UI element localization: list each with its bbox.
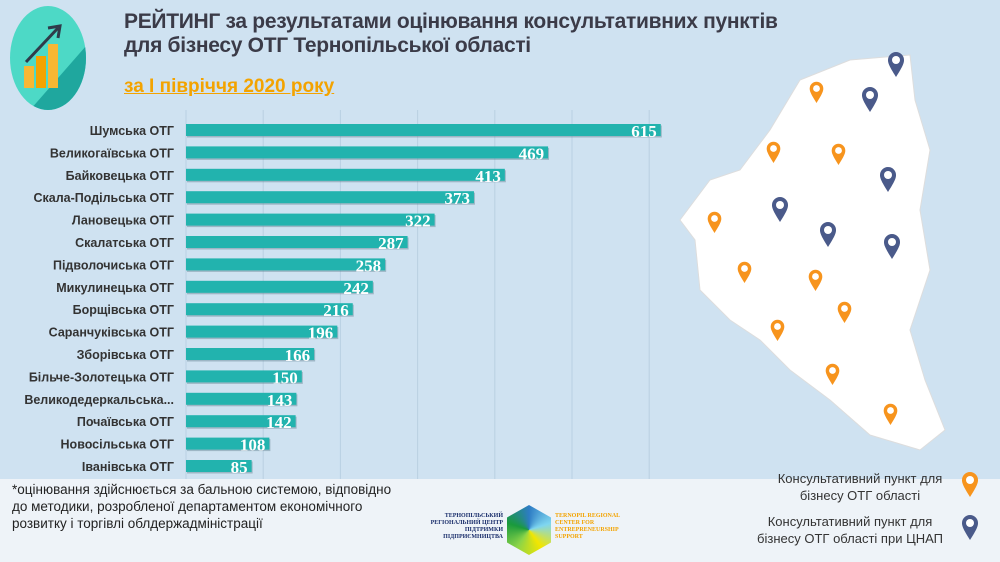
- bar: [186, 213, 435, 226]
- category-label: Великогаївська ОТГ: [50, 146, 174, 160]
- map-pin-orange-icon: [825, 363, 840, 385]
- bar: [186, 236, 408, 248]
- bar: [186, 415, 296, 428]
- page-subtitle: за І півріччя 2020 року: [124, 76, 335, 97]
- bar: [186, 303, 353, 316]
- bar: [186, 392, 297, 405]
- category-label: Саранчуківська ОТГ: [49, 326, 174, 340]
- data-label: 166: [285, 346, 311, 365]
- data-label: 258: [356, 256, 382, 275]
- bar: [186, 280, 373, 293]
- map-pin-navy-icon: [772, 197, 788, 222]
- partner-logo: ТЕРНОПІЛЬСЬКИЙ РЕГІОНАЛЬНИЙ ЦЕНТР ПІДТРИ…: [425, 505, 630, 557]
- map-pin-navy-icon: [884, 234, 900, 259]
- data-label: 142: [266, 413, 292, 432]
- data-label: 373: [444, 189, 470, 208]
- map-pin-navy-icon: [820, 222, 836, 247]
- hexagon-logo-icon: [507, 505, 551, 555]
- data-label: 469: [519, 144, 545, 163]
- data-label: 413: [475, 167, 501, 186]
- map-pin-orange-icon: [808, 269, 823, 291]
- category-label: Байковецька ОТГ: [66, 169, 174, 183]
- bar: [186, 460, 252, 472]
- category-label: Шумська ОТГ: [90, 124, 174, 138]
- bar: [186, 370, 302, 383]
- category-label: Більче-Золотецька ОТГ: [29, 370, 174, 384]
- legend-navy-label: Консультативний пункт для бізнесу ОТГ об…: [757, 514, 943, 546]
- bar: [186, 191, 474, 204]
- bar: [186, 325, 338, 338]
- data-label: 196: [308, 324, 334, 343]
- growth-chart-logo-icon: [10, 6, 86, 110]
- category-label: Іванівська ОТГ: [82, 460, 174, 474]
- category-label: Великодедеркальська...: [24, 393, 174, 407]
- map-pin-orange-icon: [770, 319, 785, 341]
- bar: [186, 437, 270, 450]
- data-label: 108: [240, 436, 266, 455]
- data-label: 615: [631, 122, 657, 141]
- map-pin-orange-icon: [766, 141, 781, 163]
- map-pin-orange-icon: [831, 143, 846, 165]
- map-pin-orange-icon: [883, 403, 898, 425]
- map-pin-orange-icon: [707, 211, 722, 233]
- bar: [186, 348, 315, 360]
- page-title: РЕЙТИНГ за результатами оцінювання консу…: [124, 10, 778, 57]
- map-pin-navy-icon: [962, 515, 978, 540]
- map-pin-orange-icon: [809, 81, 824, 103]
- partner-name-ua: ТЕРНОПІЛЬСЬКИЙ РЕГІОНАЛЬНИЙ ЦЕНТР ПІДТРИ…: [430, 513, 503, 540]
- bar: [186, 258, 386, 271]
- bar-chart: Шумська ОТГ 615 Великогаївська ОТГ 469 Байко…: [24, 110, 662, 480]
- footer-panel: [0, 479, 1000, 562]
- data-label: 242: [343, 279, 369, 298]
- data-label: 216: [323, 301, 349, 320]
- map-pin-navy-icon: [862, 87, 878, 112]
- data-label: 150: [272, 368, 298, 387]
- region-map: [679, 52, 946, 451]
- data-label: 287: [378, 234, 404, 253]
- category-label: Скалатська ОТГ: [75, 236, 174, 250]
- footnote: *оцінювання здійснюється за бальною сист…: [12, 482, 392, 531]
- map-pin-navy-icon: [888, 52, 904, 77]
- bar: [186, 168, 505, 181]
- map-pin-orange-icon: [837, 301, 852, 323]
- data-label: 85: [231, 458, 248, 477]
- map-pin-navy-icon: [880, 167, 896, 192]
- category-label: Зборівська ОТГ: [77, 348, 174, 362]
- data-label: 143: [267, 391, 293, 410]
- category-label: Новосільська ОТГ: [61, 438, 174, 452]
- partner-name-en: TERNOPIL REGIONAL CENTER FOR ENTREPRENEU…: [555, 513, 620, 540]
- category-label: Скала-Подільська ОТГ: [33, 191, 174, 205]
- map-pin-orange-icon: [737, 261, 752, 283]
- category-label: Підволочиська ОТГ: [53, 258, 174, 272]
- legend-orange-label: Консультативний пункт для бізнесу ОТГ об…: [777, 471, 943, 503]
- data-label: 322: [405, 212, 431, 231]
- bar: [186, 146, 549, 159]
- bar: [186, 124, 661, 136]
- category-label: Микулинецька ОТГ: [56, 281, 174, 295]
- map-pin-orange-icon: [962, 472, 978, 497]
- category-label: Борщівська ОТГ: [73, 303, 174, 317]
- category-label: Почаївська ОТГ: [77, 415, 174, 429]
- category-label: Лановецька ОТГ: [72, 214, 174, 228]
